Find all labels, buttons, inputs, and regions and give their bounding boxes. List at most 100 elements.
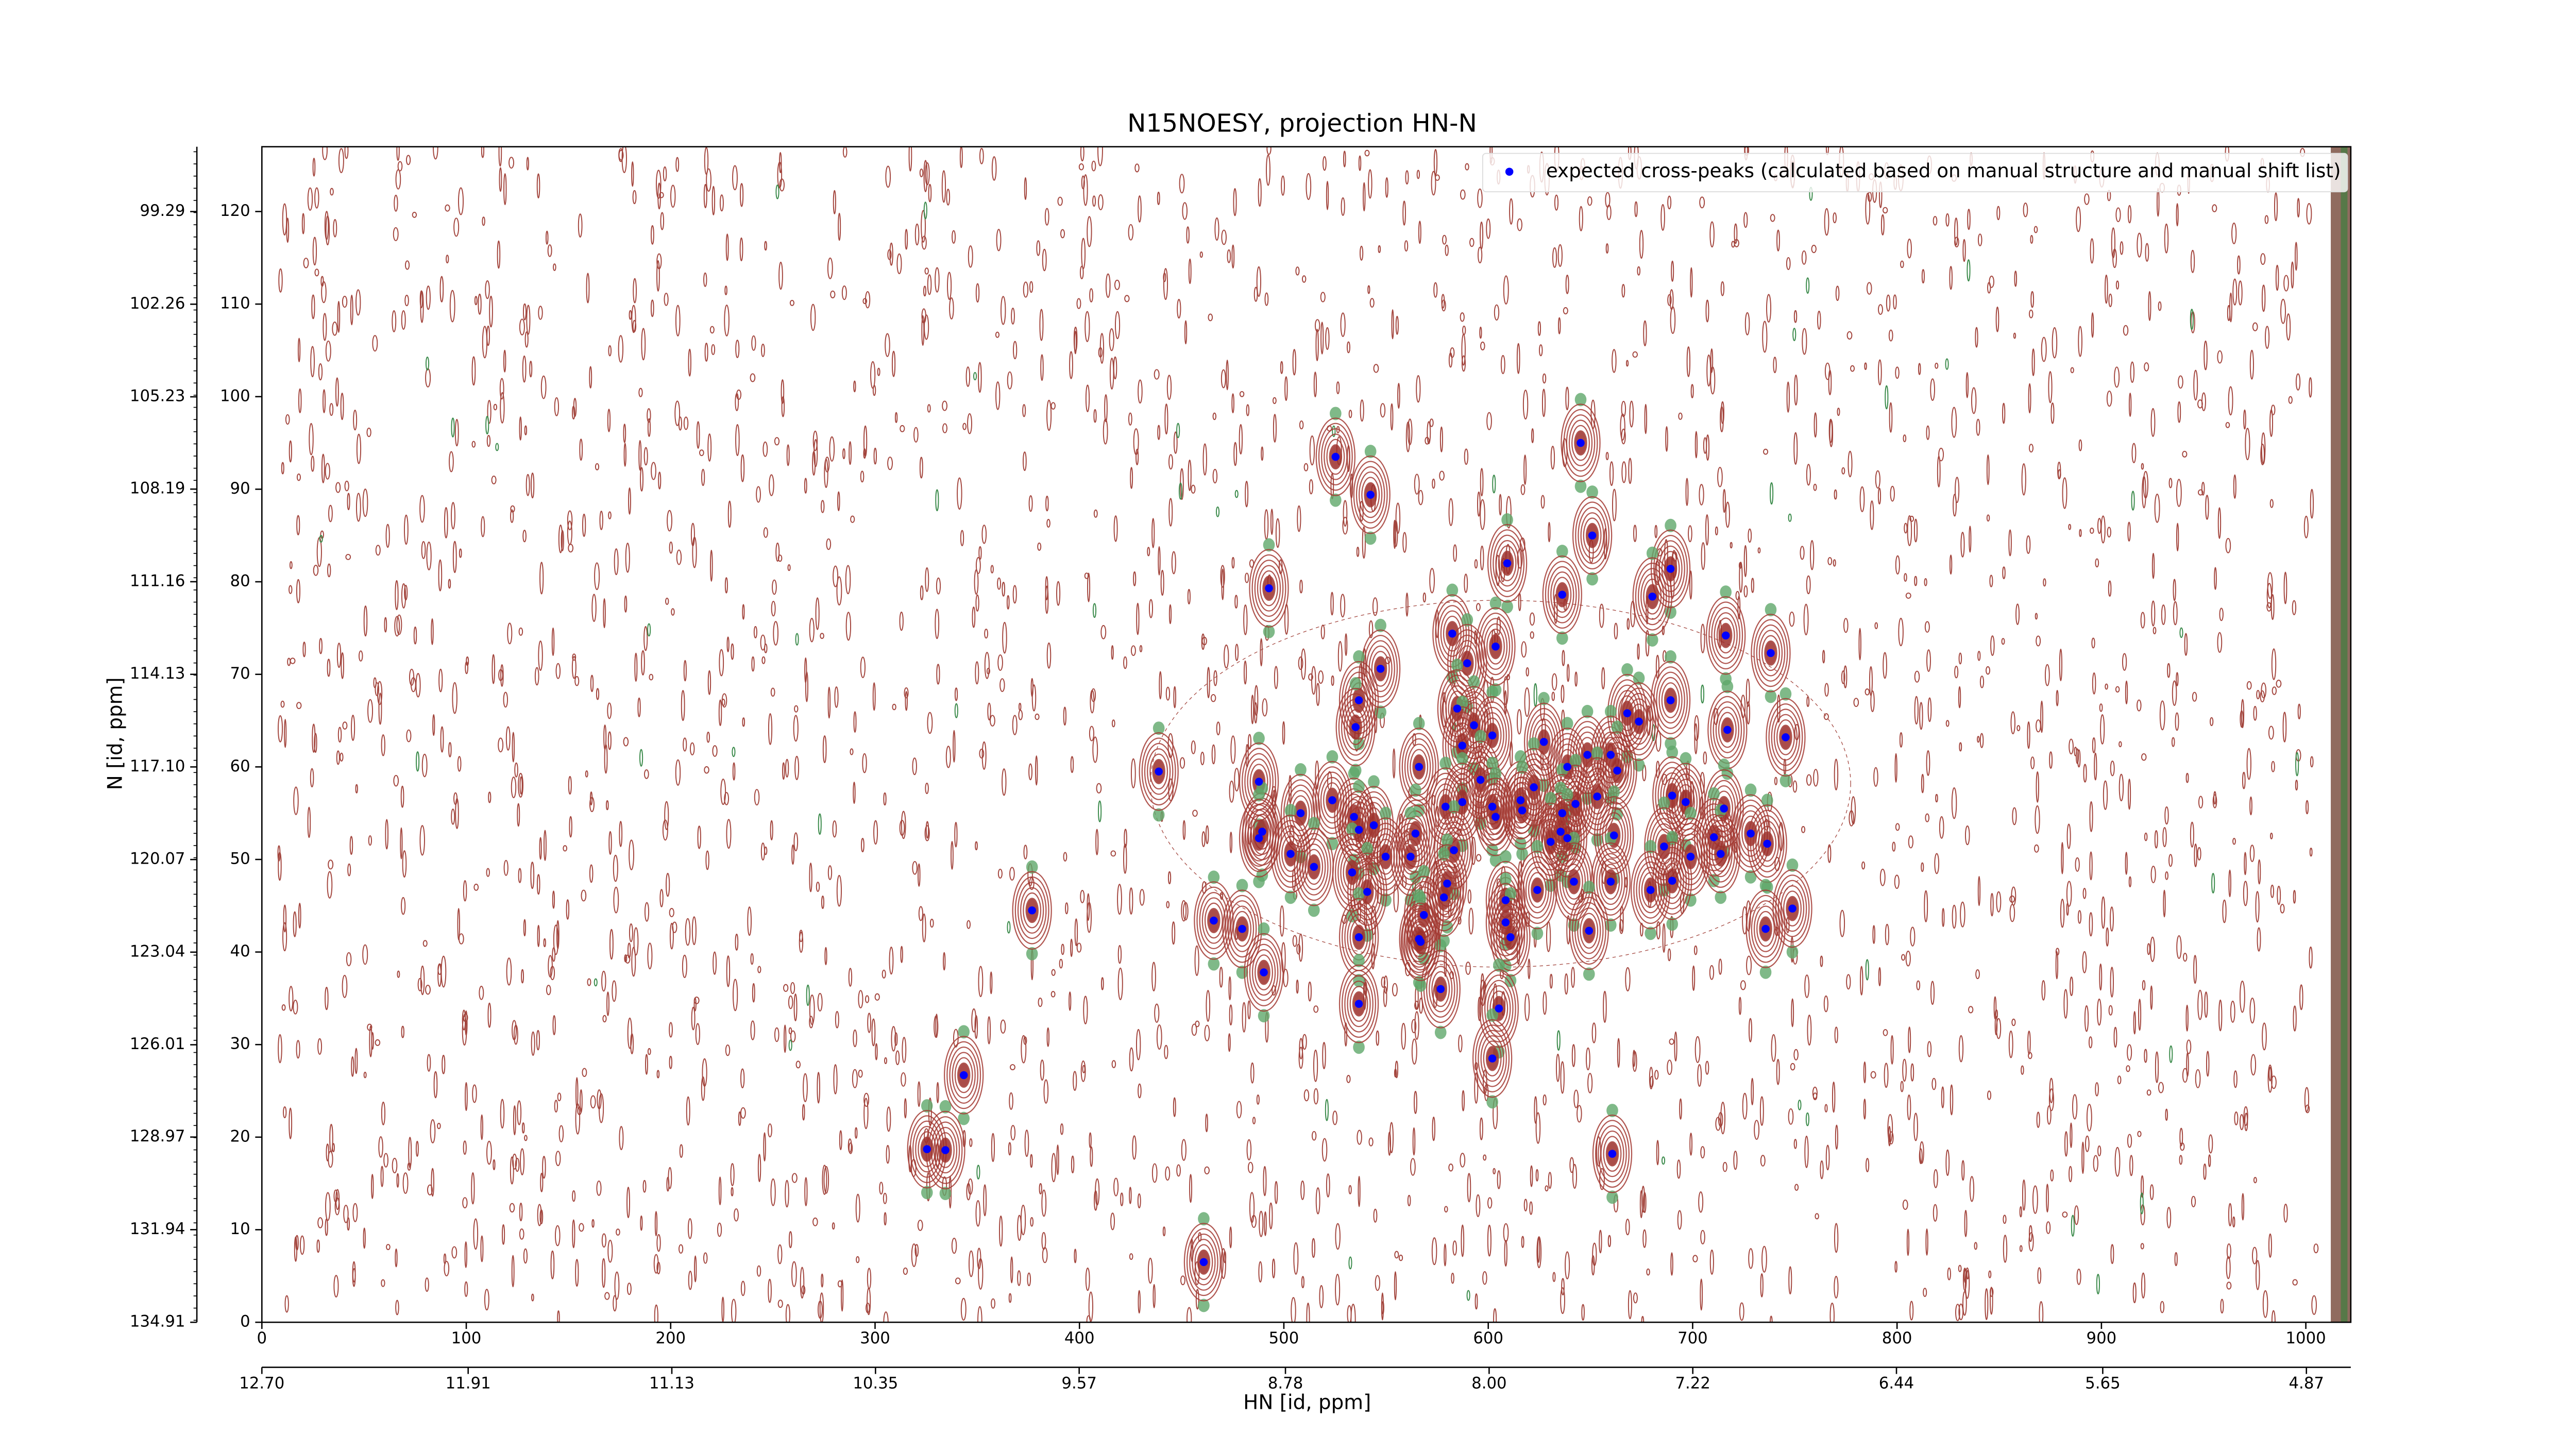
cross-peak: [1570, 878, 1578, 886]
noise-contour: [789, 299, 794, 306]
noise-contour: [2059, 648, 2063, 681]
noise-contour: [1599, 1229, 1602, 1254]
noise-contour: [286, 217, 290, 243]
noise-contour: [323, 389, 326, 413]
noise-contour: [440, 955, 447, 988]
noise-contour: [821, 1273, 824, 1288]
noise-contour: [1985, 1288, 1989, 1320]
noise-contour: [1909, 1301, 1914, 1321]
noise-contour: [848, 968, 853, 987]
noise-contour: [674, 400, 681, 426]
noise-contour: [2036, 771, 2039, 803]
noise-contour: [1137, 1193, 1141, 1209]
noise-contour: [2086, 1104, 2092, 1132]
peak-contour: [1510, 787, 1534, 834]
noise-contour: [1151, 1163, 1158, 1183]
noise-contour: [1018, 710, 1023, 720]
noise-contour: [990, 565, 994, 574]
noise-contour: [536, 173, 540, 199]
peak-contour-negative: [1489, 596, 1502, 610]
noise-contour: [2105, 683, 2108, 690]
noise-contour: [1715, 526, 1718, 536]
noise-contour: [2173, 579, 2176, 601]
noise-contour: [1100, 977, 1104, 990]
noise-contour: [971, 1008, 977, 1033]
peak-contour: [1771, 709, 1801, 766]
cross-peak: [1761, 924, 1770, 933]
noise-contour: [1587, 196, 1592, 206]
noise-contour: [2084, 193, 2090, 205]
noise-contour: [1949, 554, 1953, 575]
noise-contour: [2142, 980, 2146, 991]
noise-contour: [921, 235, 927, 250]
noise-contour: [650, 299, 654, 317]
noise-contour: [2262, 1290, 2268, 1318]
noise-contour-negative: [1798, 1099, 1802, 1110]
noise-contour: [2115, 207, 2121, 223]
noise-contour: [1692, 965, 1696, 991]
noise-contour: [2077, 749, 2081, 768]
noise-contour: [777, 161, 783, 189]
noise-contour: [1254, 685, 1259, 716]
noise-contour: [1670, 1252, 1673, 1276]
noise-contour: [2208, 1154, 2211, 1168]
noise-contour: [1757, 547, 1761, 553]
noise-contour: [1441, 299, 1446, 312]
cross-peak: [1286, 850, 1295, 858]
noise-contour: [2119, 773, 2124, 802]
noise-contour: [822, 735, 827, 764]
noise-contour: [2028, 444, 2034, 453]
noise-contour: [1914, 696, 1919, 725]
noise-contour: [845, 612, 852, 641]
peak-contour: [1403, 907, 1438, 976]
noise-contour: [419, 495, 425, 523]
noise-contour: [1894, 1261, 1897, 1273]
noise-contour: [757, 966, 761, 973]
noise-contour: [1261, 446, 1264, 461]
noise-contour: [1042, 1247, 1048, 1263]
noise-contour: [1252, 1117, 1256, 1124]
noise-contour: [448, 579, 451, 589]
noise-contour: [1655, 654, 1659, 679]
noise-contour: [506, 957, 512, 986]
noise-contour: [1811, 245, 1817, 254]
noise-contour: [2194, 843, 2197, 868]
noise-contour: [537, 924, 540, 948]
noise-contour: [2168, 478, 2173, 488]
noise-contour: [923, 285, 927, 297]
peak-contour: [1773, 714, 1798, 761]
noise-contour: [1761, 1245, 1767, 1273]
noise-contour: [1002, 621, 1007, 654]
noise-contour: [2069, 1166, 2073, 1183]
noise-contour: [1390, 403, 1394, 431]
peak-contour: [1575, 501, 1610, 570]
noise-contour: [1393, 519, 1396, 549]
noise-contour: [344, 146, 349, 159]
noise-contour: [285, 414, 290, 425]
noise-contour: [640, 1215, 643, 1231]
noise-contour: [349, 836, 353, 855]
noise-contour: [1951, 787, 1957, 819]
noise-contour: [917, 1081, 921, 1107]
noise-contour: [296, 473, 301, 481]
noise-contour: [386, 1244, 391, 1250]
noise-contour: [519, 1202, 523, 1222]
noise-contour: [2155, 1051, 2159, 1083]
noise-contour: [2123, 325, 2129, 336]
noise-contour: [289, 585, 293, 594]
noise-contour: [1080, 1060, 1086, 1082]
noise-contour: [686, 1096, 690, 1126]
noise-contour: [2088, 1036, 2093, 1049]
noise-contour: [785, 759, 789, 778]
noise-contour: [621, 146, 627, 173]
cross-peak: [1470, 721, 1478, 730]
noise-contour: [375, 682, 379, 696]
noise-contour: [1493, 1168, 1496, 1174]
noise-contour: [2026, 535, 2031, 554]
noise-contour: [1260, 638, 1263, 667]
noise-contour: [783, 984, 789, 992]
noise-contour: [653, 1254, 659, 1274]
noise-contour: [1644, 403, 1648, 434]
noise-contour: [665, 597, 669, 605]
peak-contour-negative: [921, 1186, 933, 1200]
